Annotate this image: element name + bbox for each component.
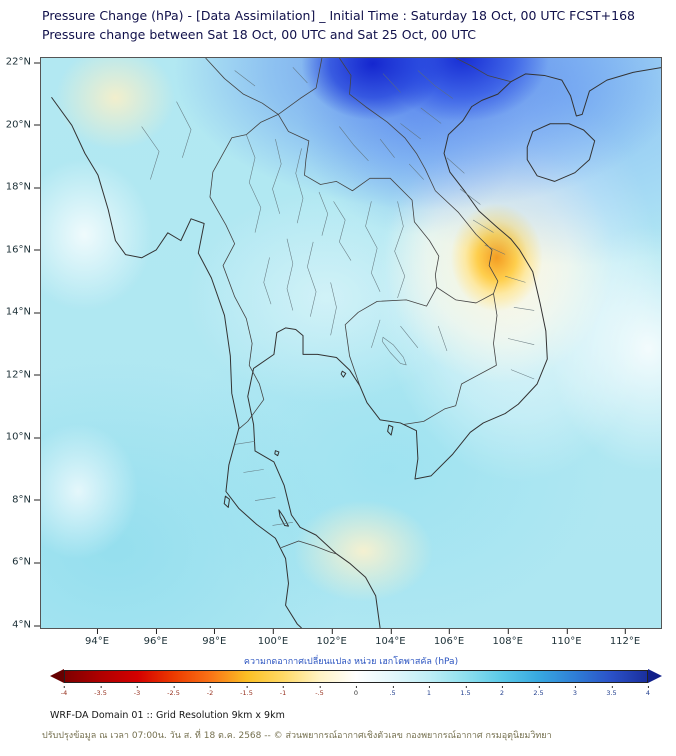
- colorbar-tick-label: -1: [279, 686, 287, 697]
- country-borders: [206, 58, 511, 554]
- lat-tick-label: 16°N: [5, 244, 41, 256]
- lat-tick-label: 12°N: [5, 369, 41, 381]
- colorbar-tick-label: 1: [426, 686, 432, 697]
- colorbar-tick-label: -3: [133, 686, 141, 697]
- lat-tick-label: 14°N: [5, 306, 41, 318]
- colorbar-label: ความกดอากาศเปลี่ยนแปลง หน่วย เฮกโตพาสคัล…: [243, 657, 459, 667]
- colorbar-left-arrow: [50, 669, 64, 683]
- colorbar-tick-label: 2.5: [533, 686, 544, 697]
- lat-tick-label: 4°N: [12, 619, 40, 631]
- lon-tick-label: 102°E: [316, 629, 347, 647]
- coastline-overlay: [41, 58, 661, 628]
- country-border-path: [206, 58, 511, 554]
- colorbar-tick-label: 3: [572, 686, 578, 697]
- lat-tick-label: 8°N: [12, 494, 40, 506]
- map-canvas: [40, 57, 662, 629]
- lon-tick-label: 110°E: [551, 629, 582, 647]
- lat-tick-label: 6°N: [12, 556, 40, 568]
- colorbar-tick-label: -.5: [315, 686, 324, 697]
- lon-tick-label: 112°E: [609, 629, 641, 647]
- lat-axis: 22°N 20°N 18°N 16°N 14°N 12°N 10°N 8°N 6°N 4°N: [0, 56, 41, 631]
- coastlines: [51, 68, 661, 628]
- colorbar-ticks: -4 -3.5 -3 -2.5 -2 -1.5 -1 -.5 0 .5 1 1.5 2 2.5 3 3.5 4: [60, 686, 651, 699]
- lon-tick-label: 98°E: [202, 629, 227, 647]
- lat-tick-label: 10°N: [5, 431, 41, 443]
- lat-tick-label: 20°N: [5, 119, 41, 131]
- colorbar-tick-label: 3.5: [606, 686, 617, 697]
- coastline-path: [51, 68, 661, 628]
- colorbar-bar: [64, 669, 648, 683]
- colorbar-tick-label: -3.5: [94, 686, 107, 697]
- colorbar: [50, 669, 662, 683]
- lon-tick-label: 96°E: [143, 629, 168, 647]
- colorbar-tick-label: 2: [499, 686, 505, 697]
- lon-axis: 94°E 96°E 98°E 100°E 102°E 104°E 106°E 108°E 110…: [40, 629, 662, 653]
- page-subtitle: Pressure change between Sat 18 Oct, 00 U…: [42, 27, 476, 42]
- province-borders: [142, 67, 535, 525]
- lon-tick-label: 104°E: [375, 629, 406, 647]
- lon-tick-label: 108°E: [492, 629, 523, 647]
- colorbar-tick-label: 0: [353, 686, 359, 697]
- lon-tick-label: 94°E: [84, 629, 110, 647]
- colorbar-tick-label: -2.5: [167, 686, 180, 697]
- colorbar-tick-label: 1.5: [460, 686, 471, 697]
- colorbar-tick-label: -4: [60, 686, 68, 697]
- lat-tick-label: 22°N: [5, 56, 41, 68]
- lat-tick-label: 18°N: [5, 181, 41, 193]
- lon-tick-label: 106°E: [433, 629, 465, 647]
- colorbar-right-arrow: [648, 669, 662, 683]
- lon-tick-label: 100°E: [257, 629, 289, 647]
- colorbar-tick-label: .5: [389, 686, 396, 697]
- province-border-path: [142, 67, 535, 525]
- colorbar-tick-label: 4: [645, 686, 651, 697]
- colorbar-tick-label: -2: [206, 686, 214, 697]
- footer-update-info: ปรับปรุงข้อมูล ณ เวลา 07:00น. วัน ส. ที่…: [42, 731, 552, 741]
- page-title: Pressure Change (hPa) - [Data Assimilati…: [42, 8, 635, 23]
- footer-domain-info: WRF-DA Domain 01 :: Grid Resolution 9km …: [50, 710, 285, 721]
- colorbar-tick-label: -1.5: [240, 686, 253, 697]
